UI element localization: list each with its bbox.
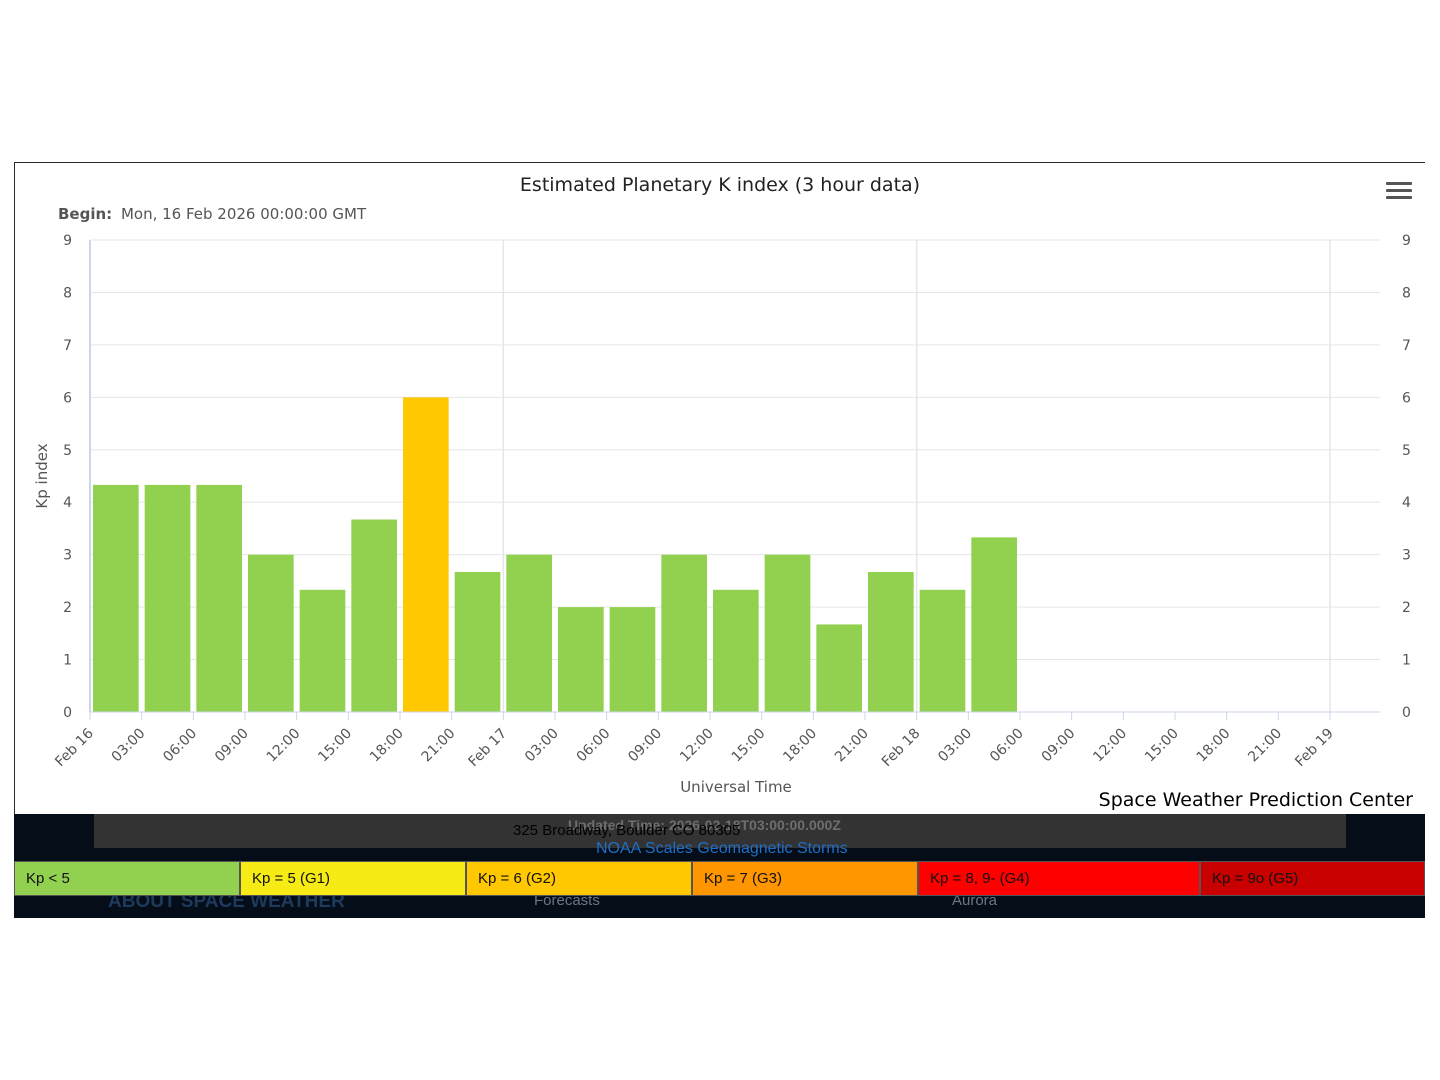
y-tick-label-right: 7 — [1402, 338, 1411, 354]
x-tick-label: 12:00 — [264, 726, 304, 766]
subtitle-value: Mon, 16 Feb 2026 00:00:00 GMT — [121, 205, 367, 223]
kp-bar[interactable] — [144, 484, 191, 712]
kp-bar[interactable] — [248, 554, 294, 712]
kp-bar[interactable] — [609, 607, 656, 712]
y-tick-label-left: 4 — [63, 495, 72, 511]
kp-bar[interactable] — [93, 484, 139, 712]
x-tick-label: 06:00 — [987, 726, 1027, 766]
kp-bar[interactable] — [196, 484, 242, 712]
x-tick-label: 18:00 — [780, 726, 820, 766]
forecasts-link[interactable]: Forecasts — [534, 892, 600, 909]
kp-bar[interactable] — [868, 571, 914, 712]
kp-scale-legend: Kp < 5 Kp = 5 (G1) Kp = 6 (G2) Kp = 7 (G3) K… — [14, 861, 1425, 896]
y-tick-label-left: 7 — [63, 338, 72, 354]
x-tick-label: Feb 18 — [879, 726, 924, 771]
noaa-scales-link[interactable]: NOAA Scales Geomagnetic Storms — [596, 840, 848, 857]
y-tick-label-right: 5 — [1402, 443, 1411, 459]
x-tick-label: 06:00 — [574, 726, 614, 766]
updated-time: Updated Time: 2026-02-18T03:00:00.000Z — [568, 817, 841, 833]
kp-bar[interactable] — [558, 607, 604, 712]
chart-menu-icon[interactable] — [1386, 182, 1412, 204]
x-tick-label: 21:00 — [832, 726, 872, 766]
legend-item: Kp = 9o (G5) — [1200, 861, 1425, 896]
x-tick-label: 15:00 — [729, 726, 769, 766]
x-tick-label: 15:00 — [1142, 726, 1182, 766]
y-axis-label: Kp index — [33, 443, 51, 508]
legend-item: Kp = 7 (G3) — [692, 861, 918, 896]
address-text: 325 Broadway, Boulder CO 80305 — [513, 822, 741, 839]
x-tick-label: Feb 17 — [466, 726, 511, 771]
x-tick-label: 18:00 — [367, 726, 407, 766]
about-space-weather-link[interactable]: ABOUT SPACE WEATHER — [108, 891, 345, 912]
kp-bar[interactable] — [764, 554, 811, 712]
chart-title: Estimated Planetary K index (3 hour data… — [520, 174, 920, 196]
x-tick-label: 09:00 — [625, 726, 665, 766]
kp-bar[interactable] — [713, 589, 759, 712]
y-tick-label-left: 2 — [63, 600, 72, 616]
y-tick-label-right: 6 — [1402, 390, 1411, 406]
y-tick-label-left: 1 — [63, 653, 72, 669]
y-tick-label-left: 9 — [63, 233, 72, 249]
x-tick-label: 03:00 — [109, 726, 149, 766]
y-tick-label-left: 6 — [63, 390, 72, 406]
y-tick-label-left: 5 — [63, 443, 72, 459]
x-tick-label: 15:00 — [315, 726, 355, 766]
x-tick-label: 06:00 — [160, 726, 200, 766]
subtitle-label: Begin: — [58, 205, 112, 223]
aurora-link[interactable]: Aurora — [952, 892, 998, 909]
kp-bar[interactable] — [816, 624, 862, 712]
kp-bar[interactable] — [454, 571, 501, 712]
x-tick-label: 18:00 — [1194, 726, 1234, 766]
y-tick-label-right: 1 — [1402, 653, 1411, 669]
x-tick-label: 03:00 — [522, 726, 562, 766]
credit-label: Space Weather Prediction Center — [1098, 789, 1413, 811]
chart-panel — [14, 162, 1425, 918]
y-tick-label-left: 8 — [63, 285, 72, 301]
footer-bar — [94, 814, 1346, 848]
y-tick-label-left: 3 — [63, 548, 72, 564]
x-tick-label: Feb 16 — [52, 725, 97, 770]
x-tick-label: Feb 19 — [1292, 726, 1337, 771]
y-tick-label-right: 9 — [1402, 233, 1411, 249]
kp-bar[interactable] — [351, 519, 397, 712]
x-tick-label: 09:00 — [1039, 726, 1079, 766]
x-tick-label: 12:00 — [1090, 726, 1130, 766]
kp-bar[interactable] — [299, 589, 346, 712]
x-tick-label: 03:00 — [935, 726, 975, 766]
y-tick-label-right: 2 — [1402, 600, 1411, 616]
legend-item: Kp < 5 — [14, 861, 240, 896]
chart-subtitle: Begin: Mon, 16 Feb 2026 00:00:00 GMT — [58, 205, 367, 223]
legend-item: Kp = 8, 9- (G4) — [918, 861, 1200, 896]
kp-bar[interactable] — [971, 537, 1017, 712]
x-tick-label: 21:00 — [1245, 726, 1285, 766]
kp-bar[interactable] — [919, 589, 966, 712]
y-tick-label-right: 3 — [1402, 548, 1411, 564]
legend-item: Kp = 6 (G2) — [466, 861, 692, 896]
x-tick-label: 21:00 — [419, 726, 459, 766]
x-axis-label: Universal Time — [680, 778, 792, 796]
legend-item: Kp = 5 (G1) — [240, 861, 466, 896]
y-tick-label-right: 4 — [1402, 495, 1411, 511]
kp-bar[interactable] — [506, 554, 552, 712]
y-tick-label-right: 8 — [1402, 285, 1411, 301]
x-tick-label: 12:00 — [677, 726, 717, 766]
kp-bar[interactable] — [661, 554, 707, 712]
y-tick-label-right: 0 — [1402, 705, 1411, 721]
kp-bar[interactable] — [403, 397, 449, 712]
x-tick-label: 09:00 — [212, 726, 252, 766]
y-tick-label-left: 0 — [63, 705, 72, 721]
